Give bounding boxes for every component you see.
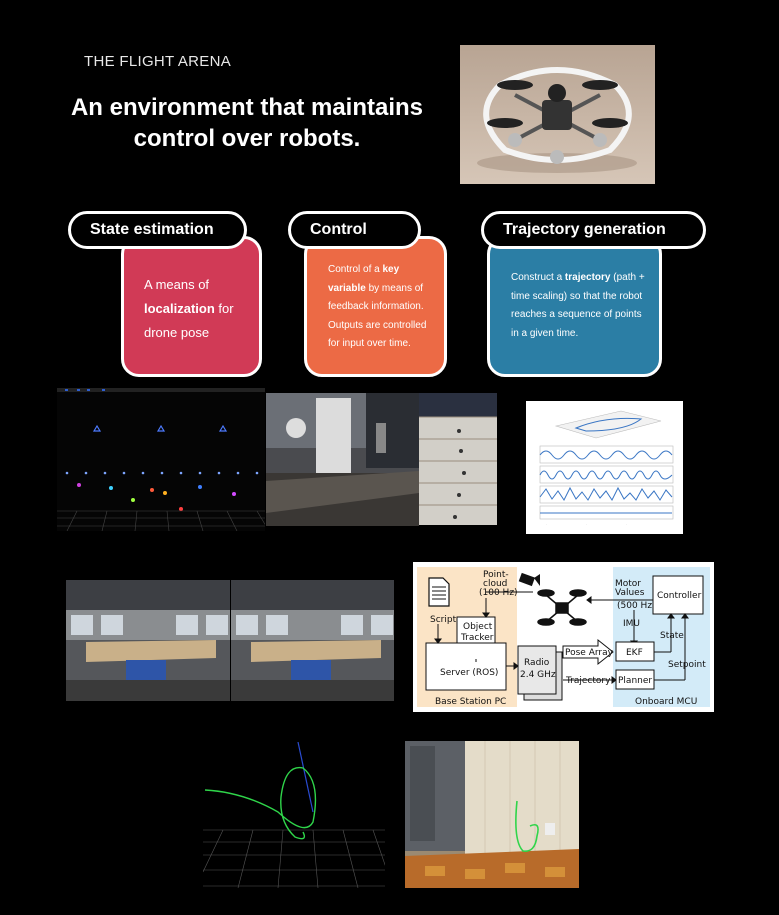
camera-icon [518, 572, 540, 587]
script-label: Script [430, 615, 457, 625]
drone-photo [460, 45, 655, 184]
headline-line-1: An environment that maintains [70, 94, 424, 121]
imu-label: IMU [623, 619, 640, 629]
control-description: Control of a key variable by means of fe… [328, 264, 427, 349]
lab-photo [266, 393, 419, 526]
control-card: Control of a key variable by means of fe… [304, 236, 447, 377]
headline-line-2: control over robots. [133, 125, 361, 152]
ekf-label: EKF [626, 648, 643, 658]
trajectory-loop-render [203, 742, 385, 888]
tracker-label-1: Object [463, 622, 493, 632]
trajectory-plots-figure: · · · [526, 401, 683, 534]
svg-text:·: · [586, 522, 587, 526]
control-title: Control [288, 211, 421, 249]
pointcloud-label-1: Point- [483, 570, 509, 580]
tracker-label-2: Tracker [460, 633, 494, 643]
pointcloud-label-2: cloud [483, 579, 507, 589]
script-doc-icon [428, 577, 450, 607]
pose-array-label: Pose Array [565, 648, 614, 658]
motion-capture-screenshot [57, 388, 265, 531]
state-estimation-title: State estimation [68, 211, 247, 249]
svg-text:·: · [626, 522, 627, 526]
planner-label: Planner [618, 676, 652, 686]
onboard-camera-photo [405, 741, 579, 888]
page-headline: An environment that maintains control ov… [40, 92, 454, 154]
drone-sequence-photo [419, 393, 497, 525]
lab-room-photo-right [231, 580, 394, 701]
state-label: State [660, 631, 684, 641]
section-eyebrow: THE FLIGHT ARENA [84, 53, 232, 70]
trajectory-generation-card: Construct a trajectory (path + time scal… [487, 236, 662, 377]
setpoint-label: Setpoint [668, 660, 706, 670]
trajectory-generation-title: Trajectory generation [481, 211, 706, 249]
lab-room-photo-left [66, 580, 230, 701]
radio-label-2: 2.4 GHz [520, 670, 556, 680]
trajectory-label: Trajectory [565, 676, 611, 686]
radio-label-1: Radio [524, 658, 550, 668]
motor-label-1: Motor [615, 579, 641, 589]
base-station-label: Base Station PC [435, 697, 506, 707]
trajectory-generation-description: Construct a trajectory (path + time scal… [511, 272, 645, 339]
motor-label-2: Values [615, 588, 645, 598]
controller-label: Controller [657, 591, 702, 601]
motor-label-3: (500 Hz) [617, 601, 656, 611]
state-estimation-description: A means of localization for drone pose [144, 277, 234, 340]
state-estimation-card: A means of localization for drone pose [121, 236, 262, 377]
drone-icon [537, 589, 587, 626]
svg-text:·: · [546, 522, 547, 526]
onboard-label: Onboard MCU [635, 697, 697, 707]
system-architecture-diagram: Script Point- cloud (100 Hz) Object Trac… [413, 562, 714, 712]
server-label: Server (ROS) [440, 668, 498, 678]
pointcloud-label-3: (100 Hz) [479, 588, 518, 598]
